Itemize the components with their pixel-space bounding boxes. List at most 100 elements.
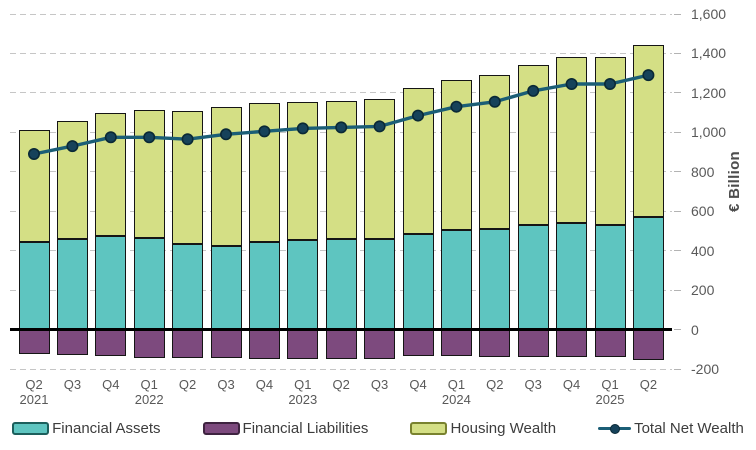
bar-segment-housing-wealth <box>556 57 588 224</box>
x-tick-label: Q4 <box>242 377 286 392</box>
y-tick-mark <box>674 92 681 94</box>
x-tick-label: Q4 <box>396 377 440 392</box>
bar-segment-financial-liabilities <box>287 329 319 360</box>
x-tick-label: Q1 2022 <box>127 377 171 407</box>
x-tick-label: Q3 <box>511 377 555 392</box>
legend-label: Financial Assets <box>52 420 161 437</box>
bar-segment-housing-wealth <box>440 80 472 230</box>
y-tick-mark <box>674 210 681 212</box>
y-tick-label: 1,400 <box>691 45 727 62</box>
bar-segment-housing-wealth <box>248 102 280 242</box>
bar-segment-financial-assets <box>479 228 511 330</box>
x-tick-quarter: Q1 <box>294 377 312 392</box>
bar-segment-financial-assets <box>632 217 664 330</box>
x-tick-quarter: Q4 <box>562 377 581 392</box>
x-tick-label: Q1 2023 <box>281 377 325 407</box>
y-tick-mark <box>674 289 681 291</box>
zero-axis-line <box>10 328 672 331</box>
bar-segment-housing-wealth <box>133 109 165 238</box>
legend-line-dot-icon <box>609 423 620 434</box>
gridline <box>10 368 672 370</box>
x-tick-quarter: Q3 <box>370 377 389 392</box>
bar-segment-financial-liabilities <box>479 329 511 358</box>
bar-segment-financial-assets <box>325 238 357 330</box>
legend-item-total-net-wealth: Total Net Wealth <box>598 420 744 437</box>
bar-segment-housing-wealth <box>56 120 88 239</box>
y-tick-label: 400 <box>691 242 715 259</box>
bar-segment-financial-liabilities <box>594 329 626 358</box>
x-tick-year: 2022 <box>134 392 164 407</box>
x-tick-label: Q3 <box>358 377 402 392</box>
y-tick-mark <box>674 368 681 370</box>
y-tick-label: 1,000 <box>691 124 727 141</box>
x-tick-quarter: Q3 <box>524 377 542 392</box>
x-tick-quarter: Q1 <box>601 377 619 392</box>
bar-segment-housing-wealth <box>594 57 626 225</box>
y-tick-label: 800 <box>691 163 715 180</box>
bar-segment-housing-wealth <box>210 106 242 246</box>
bar-segment-housing-wealth <box>325 100 357 239</box>
bar-segment-financial-liabilities <box>248 329 280 360</box>
x-tick-label: Q2 <box>319 377 363 392</box>
x-tick-quarter: Q2 <box>486 377 504 392</box>
bar-segment-financial-assets <box>594 225 626 330</box>
bar-segment-housing-wealth <box>632 44 664 218</box>
bar-segment-financial-liabilities <box>440 329 472 357</box>
bar-segment-housing-wealth <box>95 112 127 236</box>
y-tick-mark <box>674 250 681 252</box>
x-tick-year: 2025 <box>595 392 625 407</box>
y-tick-mark <box>674 171 681 173</box>
bar-segment-financial-liabilities <box>56 329 88 356</box>
bar-segment-housing-wealth <box>364 98 396 239</box>
bar-segment-financial-liabilities <box>172 329 204 359</box>
legend-label: Housing Wealth <box>450 420 557 437</box>
bar-segment-financial-liabilities <box>517 329 549 358</box>
x-tick-quarter: Q1 <box>447 377 466 392</box>
y-tick-mark <box>674 13 681 15</box>
bar-segment-financial-liabilities <box>632 329 664 361</box>
x-tick-quarter: Q2 <box>178 377 197 392</box>
x-tick-quarter: Q2 <box>639 377 658 392</box>
x-tick-quarter: Q4 <box>102 377 120 392</box>
bar-segment-financial-assets <box>440 229 472 330</box>
bar-segment-financial-assets <box>133 237 165 330</box>
bar-segment-financial-liabilities <box>325 329 357 360</box>
bar-segment-financial-liabilities <box>210 329 242 359</box>
bar-segment-housing-wealth <box>18 130 50 242</box>
x-tick-label: Q2 <box>626 377 670 392</box>
legend-item-housing-wealth: Housing Wealth <box>410 420 556 437</box>
legend-item-financial-liabilities: Financial Liabilities <box>202 420 369 437</box>
bar-segment-housing-wealth <box>287 101 319 240</box>
bar-segment-financial-liabilities <box>402 329 434 357</box>
x-tick-label: Q4 <box>550 377 594 392</box>
x-tick-quarter: Q4 <box>409 377 427 392</box>
y-tick-label: 1,600 <box>691 6 727 22</box>
x-tick-label: Q2 <box>166 377 210 392</box>
x-tick-label: Q3 <box>50 377 94 392</box>
legend-label: Financial Liabilities <box>242 420 369 437</box>
bar-segment-financial-liabilities <box>556 329 588 358</box>
x-tick-quarter: Q3 <box>63 377 82 392</box>
bar-segment-housing-wealth <box>479 75 511 229</box>
x-tick-quarter: Q2 <box>25 377 43 392</box>
x-tick-year: 2023 <box>288 392 318 407</box>
legend-swatch <box>12 422 50 435</box>
bar-segment-financial-assets <box>364 238 396 330</box>
x-tick-quarter: Q4 <box>255 377 274 392</box>
legend-swatch <box>410 422 448 435</box>
x-tick-quarter: Q3 <box>217 377 235 392</box>
bar-segment-financial-liabilities <box>18 329 50 355</box>
y-tick-mark <box>674 131 681 133</box>
bar-segment-financial-assets <box>210 245 242 330</box>
bar-segment-financial-assets <box>248 241 280 330</box>
x-tick-label: Q1 2024 <box>434 377 478 407</box>
x-tick-year: 2024 <box>441 392 471 407</box>
bar-segment-financial-liabilities <box>133 329 165 359</box>
bar-segment-financial-assets <box>56 238 88 330</box>
y-tick-mark <box>674 329 681 331</box>
x-tick-label: Q4 <box>89 377 133 392</box>
bar-segment-housing-wealth <box>172 110 204 244</box>
legend-item-financial-assets: Financial Assets <box>12 420 161 437</box>
x-tick-label: Q1 2025 <box>588 377 632 407</box>
